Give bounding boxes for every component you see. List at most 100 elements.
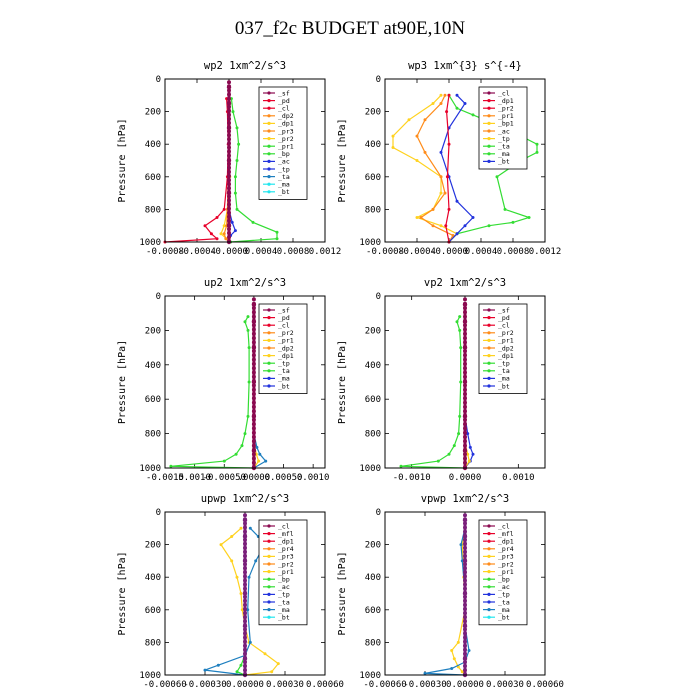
data-point — [227, 80, 231, 85]
legend-marker — [267, 547, 271, 551]
data-point — [247, 575, 251, 579]
data-point — [251, 323, 256, 328]
y-tick-label: 800 — [145, 638, 161, 648]
data-point — [455, 93, 459, 97]
legend-label: _ac — [498, 127, 510, 135]
data-point — [227, 96, 231, 101]
legend-marker — [487, 121, 491, 125]
data-point — [423, 118, 427, 122]
data-point — [452, 657, 456, 661]
data-point — [423, 671, 427, 675]
legend-label: _bp — [278, 150, 290, 158]
data-point — [463, 647, 467, 652]
data-point — [276, 662, 280, 666]
legend-label: _bt — [498, 382, 510, 390]
data-point — [463, 558, 467, 563]
data-point — [227, 141, 231, 146]
legend-label: _bp — [498, 576, 510, 584]
x-tick-label: 0.00000 — [226, 680, 264, 690]
data-point — [251, 379, 256, 384]
data-point — [243, 562, 247, 567]
data-point — [439, 175, 443, 179]
data-point — [463, 537, 467, 542]
legend-marker — [487, 144, 491, 148]
data-point — [463, 529, 467, 534]
data-point — [436, 459, 440, 463]
data-point — [431, 207, 435, 211]
data-point — [445, 175, 449, 179]
data-point — [439, 224, 443, 228]
plot-frame — [384, 295, 546, 469]
x-tick-label: 0.0004 — [465, 247, 498, 257]
legend-marker — [487, 316, 491, 320]
y-tick-label: 1000 — [359, 464, 381, 474]
data-point — [222, 459, 226, 463]
legend-label: _ma — [498, 375, 510, 383]
legend-label: _cl — [278, 522, 290, 530]
legend-marker — [267, 384, 271, 388]
data-point — [227, 231, 231, 235]
data-point — [457, 432, 461, 436]
legend-label: _pr3 — [278, 553, 294, 561]
data-point — [458, 315, 462, 319]
legend-label: _dp2 — [278, 344, 294, 352]
data-point — [251, 452, 256, 457]
legend-label: _bt — [278, 188, 290, 196]
series-line — [416, 95, 454, 243]
legend-label: _bt — [278, 614, 290, 622]
data-point — [463, 417, 467, 422]
data-point — [227, 222, 231, 227]
data-point — [227, 137, 231, 142]
x-tick-label: -0.00030 — [183, 680, 226, 690]
data-point — [227, 186, 231, 191]
data-point — [415, 159, 419, 162]
data-point — [463, 439, 467, 444]
data-point — [463, 549, 467, 554]
data-point — [415, 134, 419, 138]
data-point — [251, 400, 256, 405]
data-point — [215, 216, 219, 219]
plot-frame — [384, 78, 546, 243]
data-point — [463, 422, 467, 427]
data-point — [463, 525, 467, 530]
legend-label: _cl — [278, 105, 290, 113]
data-point — [463, 336, 467, 341]
legend-label: _pr1 — [278, 337, 294, 345]
data-point — [445, 110, 449, 114]
data-point — [243, 594, 247, 599]
data-point — [463, 447, 467, 452]
data-point — [463, 627, 467, 632]
x-tick-label: -0.00030 — [403, 680, 446, 690]
data-point — [463, 224, 467, 228]
data-point — [463, 582, 467, 587]
legend-marker — [267, 308, 271, 312]
legend-marker — [267, 91, 271, 95]
data-point — [463, 460, 467, 465]
y-tick-label: 800 — [145, 430, 161, 440]
data-point — [251, 331, 256, 336]
data-point — [239, 526, 243, 530]
data-point — [447, 93, 451, 97]
data-point — [255, 445, 259, 449]
data-point — [246, 315, 250, 319]
data-point — [463, 456, 467, 461]
legend-label: _dp2 — [498, 344, 514, 352]
data-point — [463, 513, 467, 518]
data-point — [455, 199, 459, 203]
panel-title: wp3 1xm^{3} s^{-4} — [408, 60, 522, 72]
data-point — [203, 224, 207, 228]
data-point — [251, 310, 256, 315]
legend-marker — [267, 182, 271, 186]
y-tick-label: 600 — [145, 606, 161, 616]
data-point — [463, 396, 467, 401]
plot-frame — [164, 295, 326, 469]
data-point — [243, 517, 247, 522]
x-tick-label: 0.00060 — [526, 680, 564, 690]
legend-box — [258, 519, 308, 626]
legend-marker — [487, 547, 491, 551]
x-tick-label: -0.0008 — [366, 247, 404, 257]
data-point — [235, 126, 239, 130]
data-point — [463, 344, 467, 349]
data-point — [447, 142, 451, 146]
y-tick-label: 800 — [365, 638, 381, 648]
